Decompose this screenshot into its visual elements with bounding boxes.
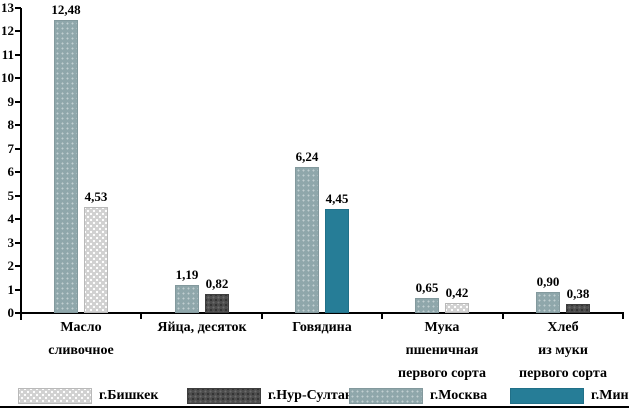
legend-label-minsk: г.Минск — [591, 388, 629, 403]
x-axis-tick — [622, 313, 624, 319]
category-label-line: первого сорта — [398, 366, 486, 381]
y-axis-tick-label: 11 — [1, 46, 14, 62]
bar-value-label: 0,82 — [205, 276, 229, 291]
bar-moscow — [54, 20, 78, 313]
legend-swatch-minsk — [510, 388, 584, 404]
bar-value-label: 0,42 — [445, 285, 469, 300]
y-axis-tick-label: 9 — [7, 93, 15, 109]
x-axis-tick — [140, 313, 143, 319]
y-axis-tick — [15, 288, 21, 291]
y-axis-tick-label: 2 — [7, 258, 15, 274]
y-axis-tick — [15, 53, 21, 56]
bar-value-label: 0,90 — [536, 274, 560, 289]
y-axis-tick-label: 5 — [7, 187, 15, 203]
y-axis-tick-label: 0 — [7, 305, 15, 320]
y-axis-tick — [15, 100, 21, 103]
bottom-border-line — [0, 406, 629, 408]
category-label-line: Хлеб — [547, 320, 579, 335]
x-axis-tick — [260, 313, 263, 319]
bar-moscow — [175, 285, 199, 313]
bar-moscow — [415, 298, 439, 313]
legend-label-moscow: г.Москва — [430, 388, 488, 403]
category-label-line: из муки — [538, 343, 588, 358]
bar-value-label: 1,19 — [175, 267, 199, 282]
category-label-line: Яйца, десяток — [157, 320, 247, 335]
y-axis-tick — [15, 77, 21, 80]
y-axis-line — [20, 8, 22, 320]
bar-moscow — [295, 167, 319, 313]
legend-swatch-bishkek — [18, 388, 92, 404]
bar-moscow — [536, 292, 560, 313]
y-axis-tick — [15, 7, 21, 9]
y-axis-tick — [15, 312, 21, 314]
bar-bishkek — [445, 303, 469, 313]
y-axis-tick-label: 7 — [7, 140, 15, 156]
category-label-line: Масло — [60, 320, 102, 335]
bar-value-label: 0,65 — [415, 280, 439, 295]
x-axis-tick — [381, 313, 384, 319]
legend-swatch-moscow — [349, 388, 423, 404]
x-axis-line — [20, 312, 624, 314]
y-axis-tick — [15, 265, 21, 268]
category-label-line: сливочное — [48, 343, 114, 358]
y-axis-tick — [15, 171, 21, 174]
y-axis-tick-label: 4 — [7, 211, 15, 227]
bar-value-label: 4,45 — [325, 191, 349, 206]
y-axis-tick — [15, 147, 21, 150]
y-axis-tick-label: 12 — [1, 23, 14, 39]
y-axis-tick-label: 1 — [7, 281, 15, 297]
y-axis-tick — [15, 124, 21, 127]
y-axis-tick — [15, 241, 21, 244]
y-axis-tick — [15, 30, 21, 33]
x-axis-tick — [501, 313, 504, 319]
bar-value-label: 4,53 — [84, 189, 108, 204]
y-axis-tick — [15, 194, 21, 197]
y-axis-tick-label: 3 — [7, 234, 15, 250]
bar-value-label: 0,38 — [566, 286, 590, 301]
bar-bishkek — [84, 207, 108, 313]
legend-label-nursultan: г.Нур-Султан — [268, 388, 353, 403]
y-axis-tick-label: 6 — [7, 164, 15, 180]
bar-value-label: 12,48 — [51, 2, 81, 17]
category-label-line: Говядина — [292, 320, 352, 335]
category-label-line: первого сорта — [519, 366, 607, 381]
y-axis-tick-label: 10 — [1, 70, 14, 86]
y-axis-tick-label: 13 — [1, 0, 14, 15]
bar-value-label: 6,24 — [295, 149, 319, 164]
bar-nursultan — [566, 304, 590, 313]
y-axis-tick-label: 8 — [7, 117, 15, 133]
y-axis-tick — [15, 218, 21, 221]
bar-minsk — [325, 209, 349, 313]
bar-nursultan — [205, 294, 229, 313]
legend-swatch-nursultan — [187, 388, 261, 404]
category-label-line: пшеничная — [405, 343, 479, 358]
legend-label-bishkek: г.Бишкек — [99, 388, 159, 403]
category-label-line: Мука — [424, 320, 460, 335]
